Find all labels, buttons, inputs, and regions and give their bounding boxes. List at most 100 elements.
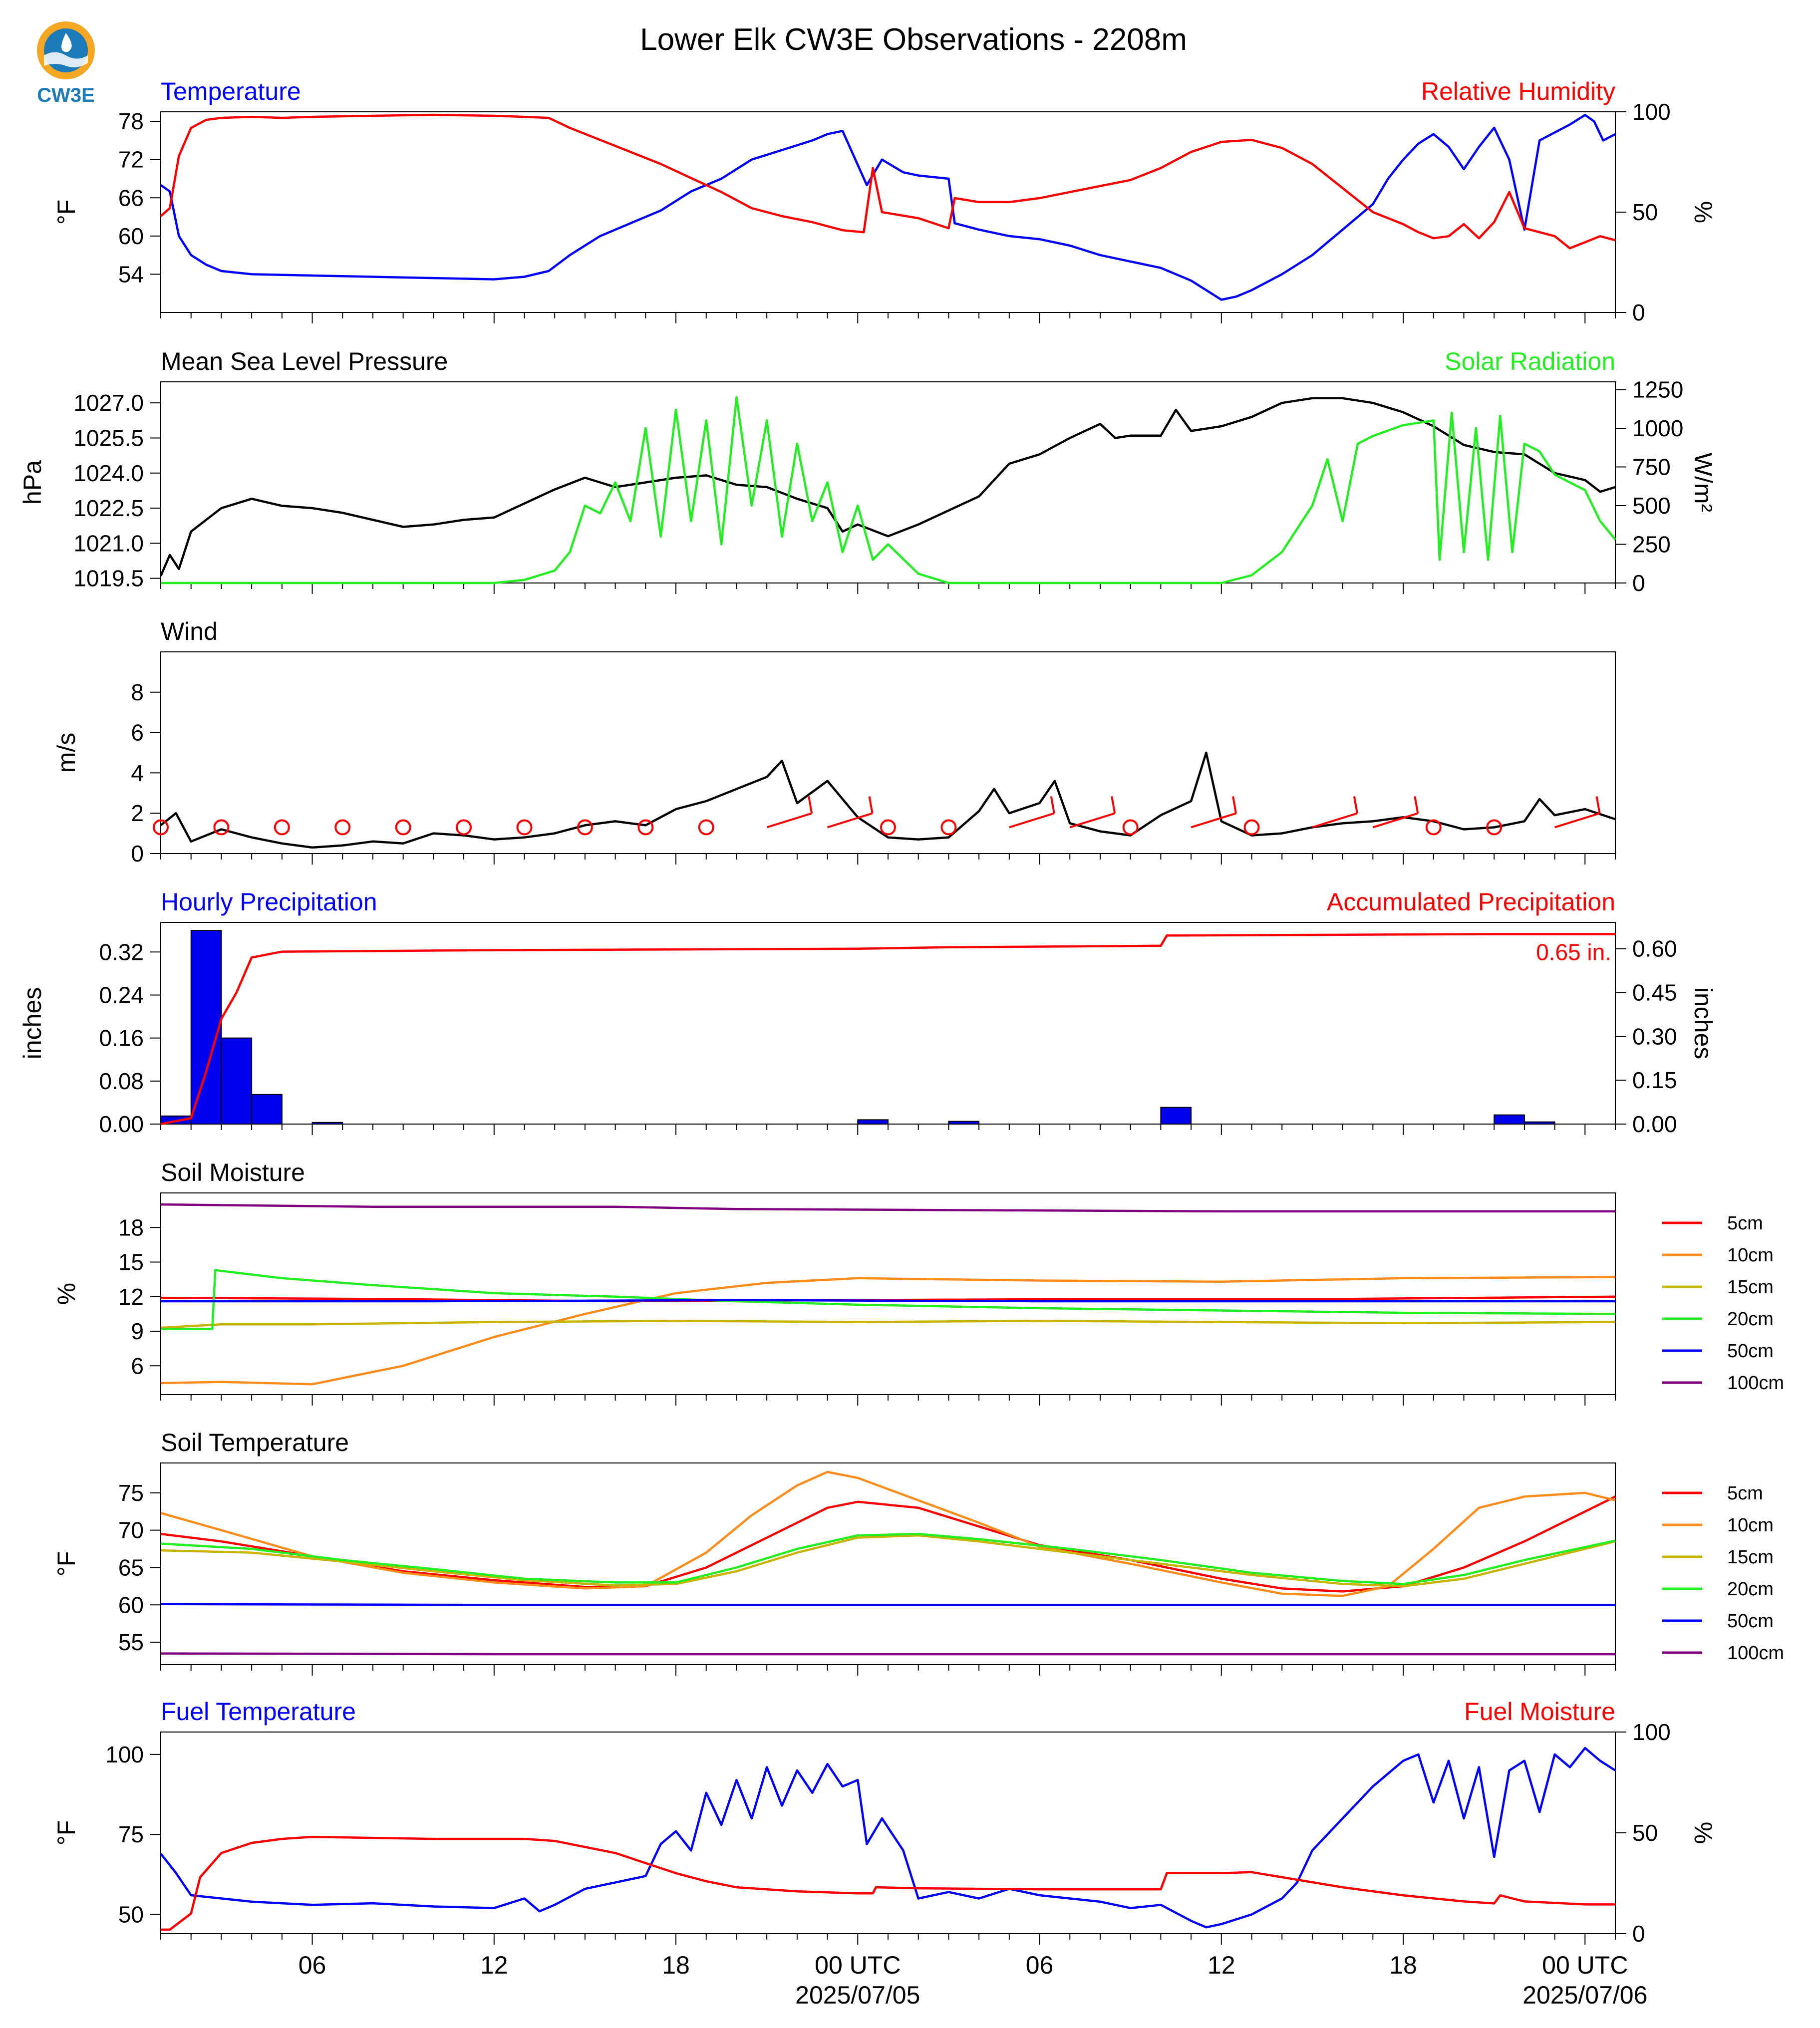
y-tick-label-right: 250 xyxy=(1632,532,1671,558)
x-tick-label: 12 xyxy=(480,1951,508,1979)
wind-barb-calm xyxy=(1425,819,1442,836)
plot-frame xyxy=(160,1192,1616,1395)
precip-bar xyxy=(857,1119,889,1125)
legend-label: 15cm xyxy=(1727,1547,1774,1568)
wind-barb xyxy=(766,812,812,829)
x-date-label: 2025/07/05 xyxy=(795,1981,920,2009)
wind-barb-calm xyxy=(334,819,351,836)
series-line xyxy=(160,1203,1615,1213)
wind-barb xyxy=(1312,812,1358,829)
y-tick-label-left: 75 xyxy=(118,1821,144,1847)
panel-title-right: Relative Humidity xyxy=(1421,77,1615,105)
y-tick-label-left: 55 xyxy=(118,1629,144,1655)
y-tick-label-right: 100 xyxy=(1632,99,1671,125)
panel-title-left: Hourly Precipitation xyxy=(161,888,377,916)
cw3e-logo: CW3E xyxy=(31,18,101,108)
legend-label: 100cm xyxy=(1727,1643,1784,1664)
y-tick-label-right: 0.00 xyxy=(1632,1111,1677,1137)
series-line xyxy=(160,113,1616,250)
y-tick-label-left: 54 xyxy=(118,261,144,287)
legend-label: 50cm xyxy=(1727,1341,1774,1362)
y-tick-label-right: 0 xyxy=(1632,1921,1645,1947)
y-tick-label-left: 1019.5 xyxy=(73,566,144,591)
y-tick-label-left: 78 xyxy=(118,108,144,134)
wind-barb xyxy=(1191,812,1236,829)
y-tick-label-left: 60 xyxy=(118,1592,144,1618)
series-line xyxy=(160,1470,1616,1597)
wind-barb-flag xyxy=(1414,796,1419,814)
panel-6: Soil Temperature 55 60 65 70 75 °F 5cm 10cm 15cm 2… xyxy=(52,1429,1784,1676)
x-tick-label: 12 xyxy=(1208,1951,1235,1979)
y-tick-label-left: 0.16 xyxy=(99,1025,144,1051)
series-line xyxy=(160,1534,1616,1588)
panel-title-left: Soil Moisture xyxy=(161,1159,305,1186)
plot-frame xyxy=(160,381,1616,583)
y-axis-label-right: inches xyxy=(1689,987,1717,1060)
panel-3: Wind 0 2 4 6 8 m/s xyxy=(52,617,1616,867)
y-tick-label-left: 75 xyxy=(118,1480,144,1506)
y-axis-label-left: m/s xyxy=(52,733,80,773)
y-axis-label-right: % xyxy=(1689,201,1717,223)
y-tick-label-left: 12 xyxy=(118,1284,144,1310)
wind-barb-flag xyxy=(868,796,874,814)
y-tick-label-left: 1022.5 xyxy=(73,495,144,521)
y-tick-label-right: 0.15 xyxy=(1632,1067,1677,1093)
y-tick-label-right: 1000 xyxy=(1632,415,1683,441)
y-tick-label-left: 1024.0 xyxy=(73,460,144,486)
y-tick-label-left: 1025.5 xyxy=(73,425,144,451)
x-tick-label: 00 UTC xyxy=(815,1951,901,1979)
series-line xyxy=(160,1276,1616,1386)
precip-bar xyxy=(1523,1121,1555,1125)
y-tick-label-right: 0.30 xyxy=(1632,1023,1677,1049)
y-tick-label-left: 72 xyxy=(118,147,144,173)
wind-barb xyxy=(1069,812,1115,829)
series-line xyxy=(160,1495,1616,1593)
wind-barb-flag xyxy=(808,796,813,814)
y-tick-label-left: 70 xyxy=(118,1517,144,1543)
y-tick-label-left: 4 xyxy=(131,760,144,786)
series-line xyxy=(161,1299,1615,1303)
precip-bar xyxy=(251,1094,283,1125)
panel-title-left: Fuel Temperature xyxy=(161,1698,356,1726)
y-tick-label-right: 100 xyxy=(1632,1719,1671,1745)
wind-barb-calm xyxy=(153,819,169,836)
legend-label: 10cm xyxy=(1727,1245,1774,1266)
series-line xyxy=(161,396,1616,584)
panel-title-right: Fuel Moisture xyxy=(1464,1698,1615,1726)
y-tick-label-left: 18 xyxy=(118,1214,144,1240)
wind-barb-flag xyxy=(1050,796,1055,814)
panel-5: Soil Moisture 6 9 12 15 18% 5cm 10cm 15cm 20cm 50c… xyxy=(52,1159,1784,1406)
y-tick-label-left: 0 xyxy=(131,841,144,867)
x-tick-label: 06 xyxy=(299,1951,326,1979)
x-tick-label: 18 xyxy=(1389,1951,1417,1979)
plot-frame xyxy=(160,651,1616,854)
legend-label: 20cm xyxy=(1727,1309,1774,1330)
wind-barb-calm xyxy=(516,819,533,836)
y-axis-label-left: inches xyxy=(18,987,46,1060)
series-line xyxy=(160,1652,1615,1656)
series-line xyxy=(160,1603,1615,1606)
series-line xyxy=(160,1320,1616,1329)
precip-bar xyxy=(311,1122,343,1125)
panel-title-left: Wind xyxy=(161,617,218,645)
panel-7: Fuel Temperature Fuel Moisture 50 75 100 0 50 1… xyxy=(52,1698,1717,1947)
y-axis-label-left: % xyxy=(52,1283,80,1305)
y-tick-label-left: 6 xyxy=(131,720,144,746)
y-tick-label-right: 1250 xyxy=(1632,377,1683,403)
legend-label: 100cm xyxy=(1727,1373,1784,1394)
y-tick-label-right: 0.60 xyxy=(1632,936,1677,962)
precip-bar xyxy=(948,1121,980,1125)
panel-title-right: Accumulated Precipitation xyxy=(1327,888,1615,916)
y-axis-label-right: W/m² xyxy=(1689,453,1717,512)
y-tick-label-right: 0.45 xyxy=(1632,980,1677,1006)
panel-title-left: Mean Sea Level Pressure xyxy=(161,347,448,375)
y-tick-label-left: 60 xyxy=(118,223,144,249)
legend-label: 15cm xyxy=(1727,1277,1774,1298)
series-line xyxy=(161,1835,1615,1931)
wind-barb-calm xyxy=(577,819,593,836)
logo-text: CW3E xyxy=(37,84,95,106)
panel-title-left: Temperature xyxy=(161,77,301,105)
cw3e-logo-icon: CW3E xyxy=(37,21,95,106)
y-axis-label-left: hPa xyxy=(18,460,46,505)
